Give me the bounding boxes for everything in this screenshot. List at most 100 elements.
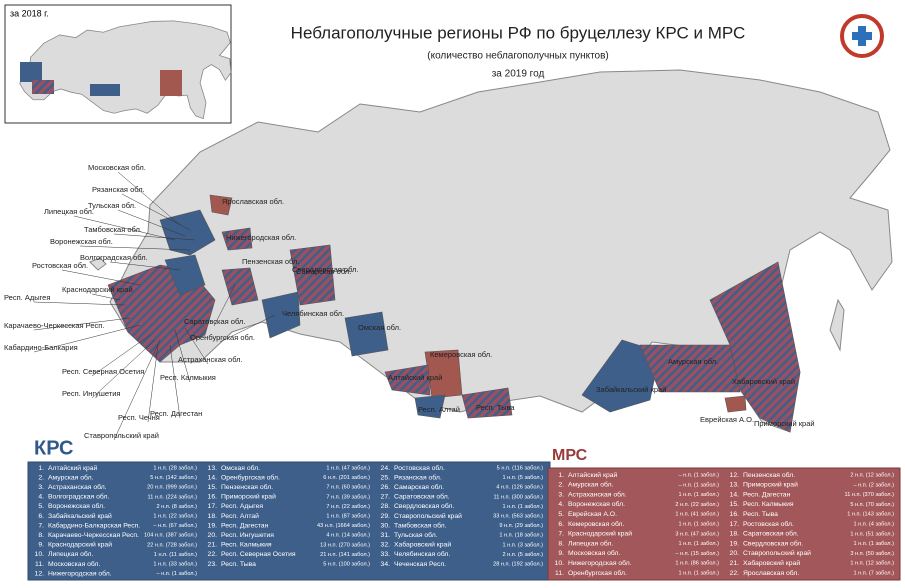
row-region: Ростовская обл. xyxy=(394,464,445,472)
region-label: Кемеровская обл. xyxy=(430,350,492,359)
region-label: Карачаево-Черкесская Респ. xyxy=(4,321,104,330)
row-region: Амурская обл. xyxy=(48,473,94,481)
row-value: – н.п. (2 забол.) xyxy=(853,482,894,488)
row-value: 11 н.п. (300 забол.) xyxy=(494,494,544,500)
row-number: 16. xyxy=(208,494,218,501)
row-value: 5 н.п. (116 забол.) xyxy=(497,465,543,471)
row-value: 1 н.п. (86 забол.) xyxy=(675,561,719,567)
krs-title: КРС xyxy=(34,437,74,459)
row-region: Респ. Дагестан xyxy=(221,522,269,529)
row-number: 21. xyxy=(730,560,740,567)
row-region: Респ. Ингушетия xyxy=(221,532,274,539)
volgograd xyxy=(164,254,206,296)
region-label: Липецкая обл. xyxy=(44,207,94,216)
region-label: Ярославская обл. xyxy=(222,197,284,206)
row-value: 1 н.п. (3 забол.) xyxy=(502,542,543,548)
row-value: 1 н.п. (1 забол.) xyxy=(853,541,894,547)
row-number: 20. xyxy=(730,550,740,557)
row-value: 1 н.п. (1 забол.) xyxy=(678,521,719,527)
row-number: 14. xyxy=(208,474,218,481)
row-value: 1 н.п. (7 забол.) xyxy=(853,570,894,576)
region-label: Амурская обл. xyxy=(668,357,718,366)
row-value: 4 н.п. (14 забол.) xyxy=(326,533,370,539)
row-number: 4. xyxy=(38,494,44,501)
row-value: 1 н.п. (5 забол.) xyxy=(502,475,543,481)
row-value: 3 н.п. (50 забол.) xyxy=(850,551,894,557)
row-number: 1. xyxy=(38,465,44,472)
row-value: 1 н.п. (47 забол.) xyxy=(326,465,370,471)
row-region: Ставропольский край xyxy=(394,512,462,520)
row-value: 43 н.п. (1664 забол.) xyxy=(317,523,370,529)
row-region: Московская обл. xyxy=(568,549,620,557)
row-value: 104 н.п. (387 забол.) xyxy=(144,533,197,539)
sverdlovsk xyxy=(289,244,336,306)
region-label: Респ. Ингушетия xyxy=(62,389,120,398)
region-label: Респ. Тыва xyxy=(476,403,515,412)
region-label: Рязанская обл. xyxy=(92,185,145,194)
row-number: 34. xyxy=(381,561,391,568)
row-region: Хабаровский край xyxy=(743,559,800,567)
leader-line xyxy=(174,329,191,383)
row-value: 7 н.п. (60 забол.) xyxy=(326,485,370,491)
row-value: 28 н.п. (192 забол.) xyxy=(493,561,543,567)
leader-line xyxy=(109,261,181,271)
row-region: Тамбовская обл. xyxy=(394,521,447,529)
row-value: 1 н.п. (1 забол.) xyxy=(502,504,543,510)
row-region: Алтайский край xyxy=(568,471,618,479)
leader-line xyxy=(91,334,151,377)
row-value: 20 н.п. (999 забол.) xyxy=(147,485,197,491)
row-region: Кабардино-Балкарская Респ. xyxy=(48,521,140,529)
yaroslavl xyxy=(209,194,233,216)
amur xyxy=(639,344,741,393)
row-value: 1 н.п. (1 забол.) xyxy=(678,541,719,547)
row-number: 8. xyxy=(38,532,44,539)
region-label: Респ. Чечня xyxy=(118,413,160,422)
row-region: Приморский край xyxy=(743,481,798,489)
row-value: – н.п. (1 забол.) xyxy=(156,571,197,577)
altai-krai xyxy=(384,364,431,396)
row-region: Респ. Тыва xyxy=(743,511,778,518)
row-region: Астраханская обл. xyxy=(568,490,627,498)
region-label: Еврейская А.О. xyxy=(700,415,754,424)
mrs-title: МРС xyxy=(552,447,588,464)
row-value: 5 н.п. (100 забол.) xyxy=(323,561,370,567)
region-label: Хабаровский край xyxy=(732,377,795,386)
region-label: Пензенская обл. xyxy=(242,257,299,266)
krs-table xyxy=(27,461,551,581)
row-value: 5 н.п. (142 забол.) xyxy=(150,475,197,481)
row-region: Респ. Калмыкия xyxy=(743,501,794,508)
inset: за 2018 г. xyxy=(4,4,232,124)
row-value: – н.п. (15 забол.) xyxy=(675,551,719,557)
row-region: Оренбургская обл. xyxy=(221,473,280,481)
region-label: Респ. Дагестан xyxy=(150,409,202,418)
row-value: 1 н.п. (1 забол.) xyxy=(678,570,719,576)
row-number: 20. xyxy=(208,532,218,539)
inset-region xyxy=(90,84,120,96)
inset-label: за 2018 г. xyxy=(10,8,49,18)
leader-line xyxy=(61,269,141,286)
row-value: 2 н.п. (5 забол.) xyxy=(502,552,543,558)
row-region: Пензенская обл. xyxy=(743,471,795,479)
row-region: Липецкая обл. xyxy=(568,539,613,547)
row-region: Респ. Северная Осетия xyxy=(221,551,296,558)
leader-line xyxy=(213,284,236,327)
leader-line xyxy=(117,171,181,226)
row-number: 18. xyxy=(730,531,740,538)
row-number: 27. xyxy=(381,494,391,501)
region-label: Респ. Калмыкия xyxy=(160,373,216,382)
region-label: Кабардино-Балкария xyxy=(4,343,78,352)
row-region: Приморский край xyxy=(221,493,276,501)
row-number: 1. xyxy=(558,472,564,479)
region-label: Саратовская обл. xyxy=(184,317,245,326)
row-number: 7. xyxy=(38,522,44,529)
row-number: 9. xyxy=(38,542,44,549)
row-value: 1 н.п. (33 забол.) xyxy=(153,561,197,567)
sakhalin xyxy=(829,298,845,352)
row-number: 29. xyxy=(381,513,391,520)
row-region: Оренбургская обл. xyxy=(568,569,627,577)
row-region: Забайкальский край xyxy=(48,512,112,520)
row-region: Хабаровский край xyxy=(394,541,451,549)
inset-region xyxy=(32,80,54,94)
row-region: Нижегородская обл. xyxy=(48,569,112,577)
